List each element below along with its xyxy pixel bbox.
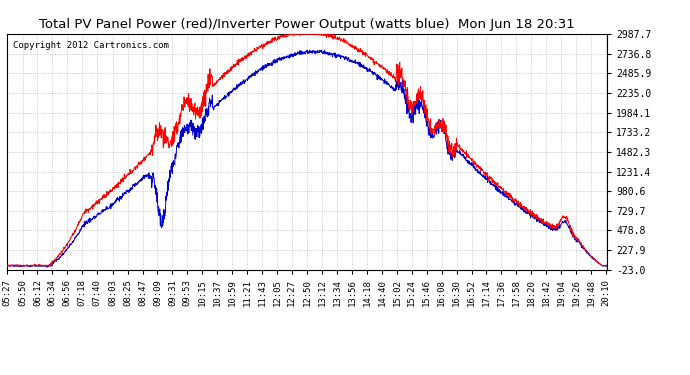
Text: Copyright 2012 Cartronics.com: Copyright 2012 Cartronics.com xyxy=(13,41,169,50)
Title: Total PV Panel Power (red)/Inverter Power Output (watts blue)  Mon Jun 18 20:31: Total PV Panel Power (red)/Inverter Powe… xyxy=(39,18,575,31)
